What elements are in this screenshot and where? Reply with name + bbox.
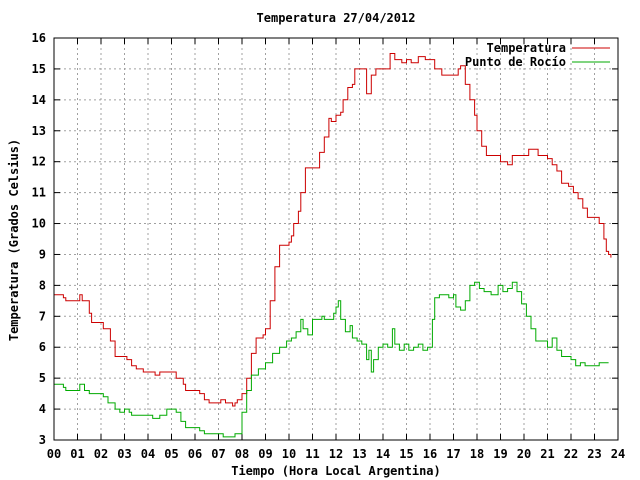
y-tick-label: 16 — [32, 31, 46, 45]
x-tick-label: 19 — [493, 447, 507, 461]
x-tick-label: 12 — [329, 447, 343, 461]
x-tick-label: 06 — [188, 447, 202, 461]
y-tick-label: 7 — [39, 309, 46, 323]
x-tick-label: 09 — [258, 447, 272, 461]
x-tick-label: 10 — [282, 447, 296, 461]
x-tick-labels: 00 01 02 03 04 05 06 07 08 09 10 11 12 13 14 15 16 17 18 19… — [47, 447, 625, 461]
x-tick-label: 11 — [305, 447, 319, 461]
series-line-temperatura — [54, 53, 612, 407]
y-tick-label: 14 — [32, 93, 46, 107]
y-tick-label: 13 — [32, 124, 46, 138]
x-tick-label: 07 — [211, 447, 225, 461]
legend-label-punto-de-rocio: Punto de Rocío — [465, 55, 566, 69]
x-tick-label: 23 — [587, 447, 601, 461]
y-tick-label: 6 — [39, 340, 46, 354]
plot-border — [53, 37, 619, 441]
y-tick-label: 12 — [32, 155, 46, 169]
x-tick-label: 02 — [94, 447, 108, 461]
x-tick-label: 08 — [235, 447, 249, 461]
y-tick-label: 5 — [39, 371, 46, 385]
y-tick-labels: 3 4 5 6 7 8 9 10 11 12 13 14 15 16 — [32, 31, 46, 447]
y-tick-label: 4 — [39, 402, 46, 416]
x-tick-label: 00 — [47, 447, 61, 461]
x-tick-label: 04 — [141, 447, 155, 461]
y-tick-label: 8 — [39, 278, 46, 292]
x-tick-label: 17 — [446, 447, 460, 461]
x-tick-label: 15 — [399, 447, 413, 461]
x-tick-label: 13 — [352, 447, 366, 461]
y-tick-label: 3 — [39, 433, 46, 447]
y-tick-label: 11 — [32, 186, 46, 200]
y-tick-label: 10 — [32, 217, 46, 231]
series-lines — [54, 53, 612, 438]
legend-label-temperatura: Temperatura — [487, 41, 566, 55]
x-tick-label: 03 — [117, 447, 131, 461]
grid-lines — [54, 38, 618, 440]
x-tick-label: 01 — [70, 447, 84, 461]
x-tick-label: 14 — [376, 447, 390, 461]
x-tick-label: 21 — [540, 447, 554, 461]
x-tick-label: 20 — [517, 447, 531, 461]
y-tick-label: 9 — [39, 247, 46, 261]
x-tick-label: 16 — [423, 447, 437, 461]
x-tick-label: 24 — [611, 447, 625, 461]
y-axis-label: Temperatura (Grados Celsius) — [7, 139, 21, 341]
legend: Temperatura Punto de Rocío — [465, 41, 610, 69]
x-tick-label: 05 — [164, 447, 178, 461]
x-tick-label: 22 — [564, 447, 578, 461]
x-axis-label: Tiempo (Hora Local Argentina) — [231, 464, 441, 478]
y-tick-label: 15 — [32, 62, 46, 76]
chart-title: Temperatura 27/04/2012 — [257, 11, 416, 25]
series-line-punto-de-rocio — [54, 281, 609, 438]
x-tick-label: 18 — [470, 447, 484, 461]
